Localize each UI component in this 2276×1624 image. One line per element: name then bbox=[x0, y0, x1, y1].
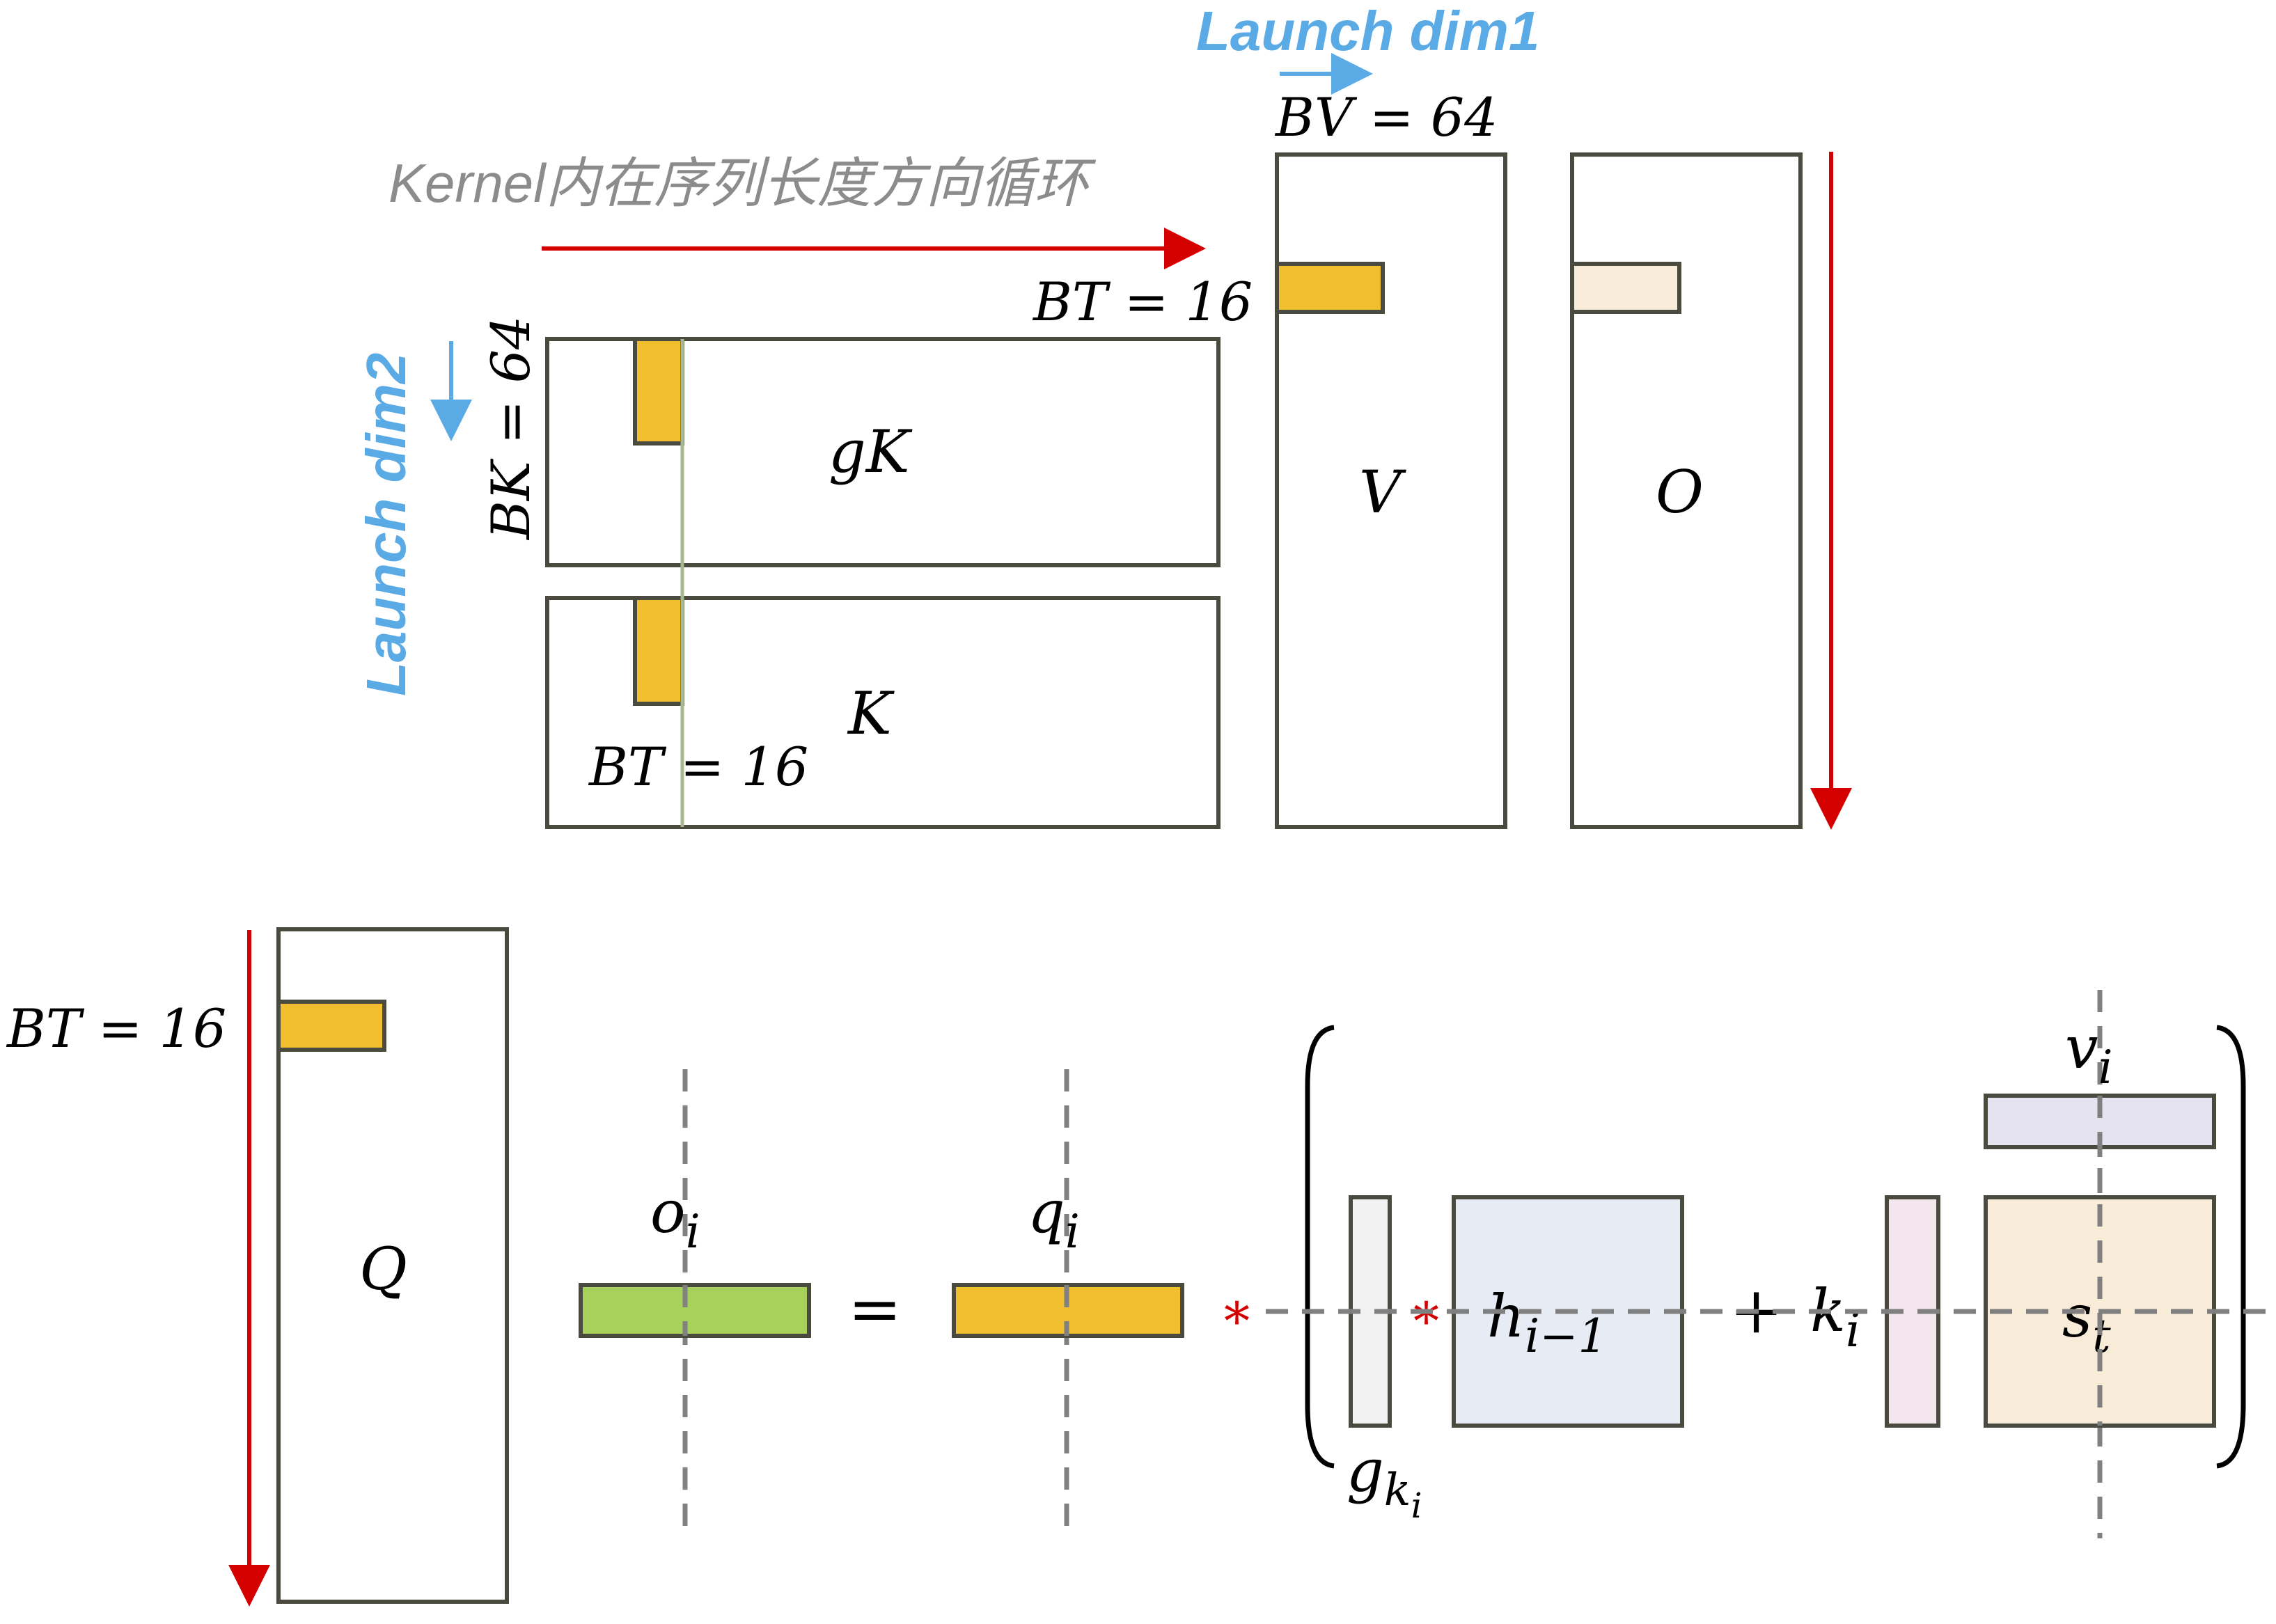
o-i-label: oi bbox=[650, 1178, 700, 1259]
equals-sign: = bbox=[848, 1272, 902, 1346]
k-matrix bbox=[545, 596, 1221, 829]
o-matrix bbox=[1570, 152, 1803, 829]
h-label: hi−1 bbox=[1487, 1282, 1608, 1363]
q-block bbox=[276, 1000, 386, 1052]
bt-k-label: BT = 16 bbox=[588, 736, 808, 798]
bv-label: BV = 64 bbox=[1274, 86, 1498, 148]
v-label: V bbox=[1359, 458, 1406, 526]
launch-dim2-caption: Launch dim2 bbox=[355, 353, 417, 696]
kernel-loop-caption: Kernel内在序列长度方向循环 bbox=[389, 152, 1096, 214]
v-block bbox=[1275, 262, 1385, 314]
k-label: K bbox=[847, 679, 895, 748]
asterisk-2: * bbox=[1413, 1292, 1439, 1352]
right-paren bbox=[2216, 1025, 2246, 1469]
k-block bbox=[633, 596, 684, 706]
q-i-label: qi bbox=[1028, 1178, 1080, 1259]
launch-dim1-caption: Launch dim1 bbox=[1196, 0, 1539, 62]
gk-block bbox=[633, 337, 684, 446]
asterisk-1: * bbox=[1224, 1292, 1250, 1352]
v-i-label: vi bbox=[2065, 1014, 2113, 1094]
bt-v-label: BT = 16 bbox=[1032, 271, 1253, 333]
bk-label: BK = 64 bbox=[480, 316, 542, 541]
o-i-block bbox=[579, 1283, 811, 1338]
o-block bbox=[1570, 262, 1681, 314]
g-k-i-label: gki bbox=[1347, 1437, 1422, 1526]
bt-q-label: BT = 16 bbox=[6, 998, 226, 1059]
left-paren bbox=[1305, 1025, 1335, 1469]
o-label: O bbox=[1656, 458, 1704, 526]
k-i-label: ki bbox=[1810, 1277, 1860, 1357]
gk-label: gK bbox=[829, 418, 913, 486]
q-label: Q bbox=[359, 1235, 407, 1303]
